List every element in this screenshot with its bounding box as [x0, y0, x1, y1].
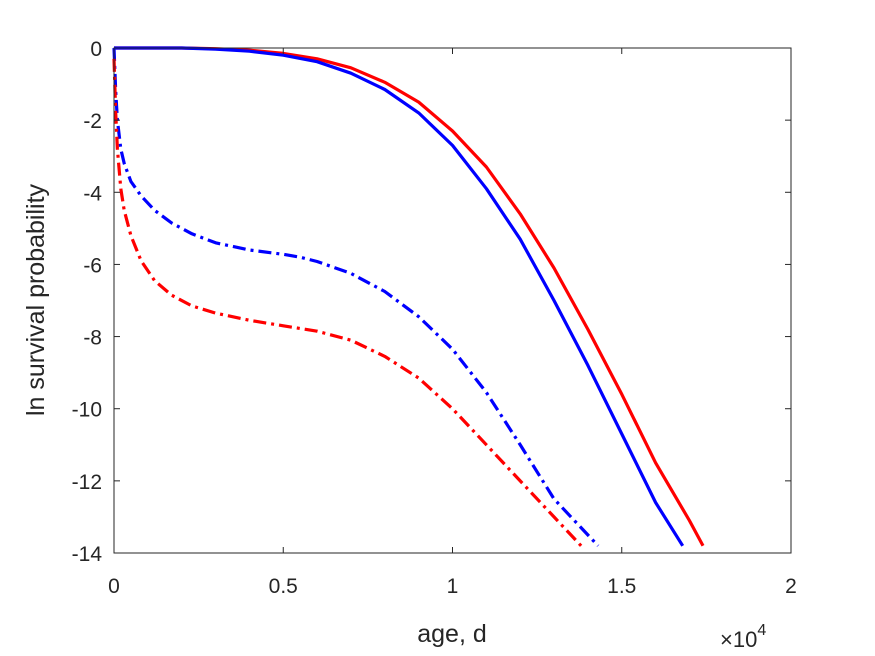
series-layer [112, 46, 705, 547]
x-tick-label: 1.5 [607, 575, 636, 598]
x-tick-label: 0.5 [269, 575, 298, 598]
series-line-4 [112, 58, 583, 547]
y-tick-label: -6 [83, 254, 102, 277]
y-tick-label: -2 [83, 110, 102, 133]
y-tick-label: -10 [72, 399, 102, 422]
x-axis-exponent-power: 4 [757, 622, 766, 639]
x-tick-label: 2 [785, 575, 797, 598]
y-tick-label: -8 [83, 327, 102, 350]
y-tick-label: -4 [83, 182, 102, 205]
y-axis-label: ln survival probability [22, 183, 50, 416]
y-tick-label: -14 [72, 543, 103, 566]
plot-area [114, 48, 791, 553]
x-axis-exponent-base: ×10 [720, 627, 757, 652]
x-axis-exponent: ×104 [720, 622, 766, 652]
x-axis-label: age, d [417, 620, 487, 648]
series-line-3 [112, 47, 600, 547]
ticks-layer: 0 0.5 1 1.5 2 0 -2 -4 -6 -8 -10 -12 -14 [72, 38, 797, 598]
plot-frame [113, 47, 792, 554]
y-tick-label: 0 [90, 38, 102, 61]
x-tick-label: 0 [108, 575, 120, 598]
series-line-2 [114, 46, 685, 547]
x-tick-label: 1 [447, 575, 459, 598]
y-tick-label: -12 [72, 471, 102, 494]
